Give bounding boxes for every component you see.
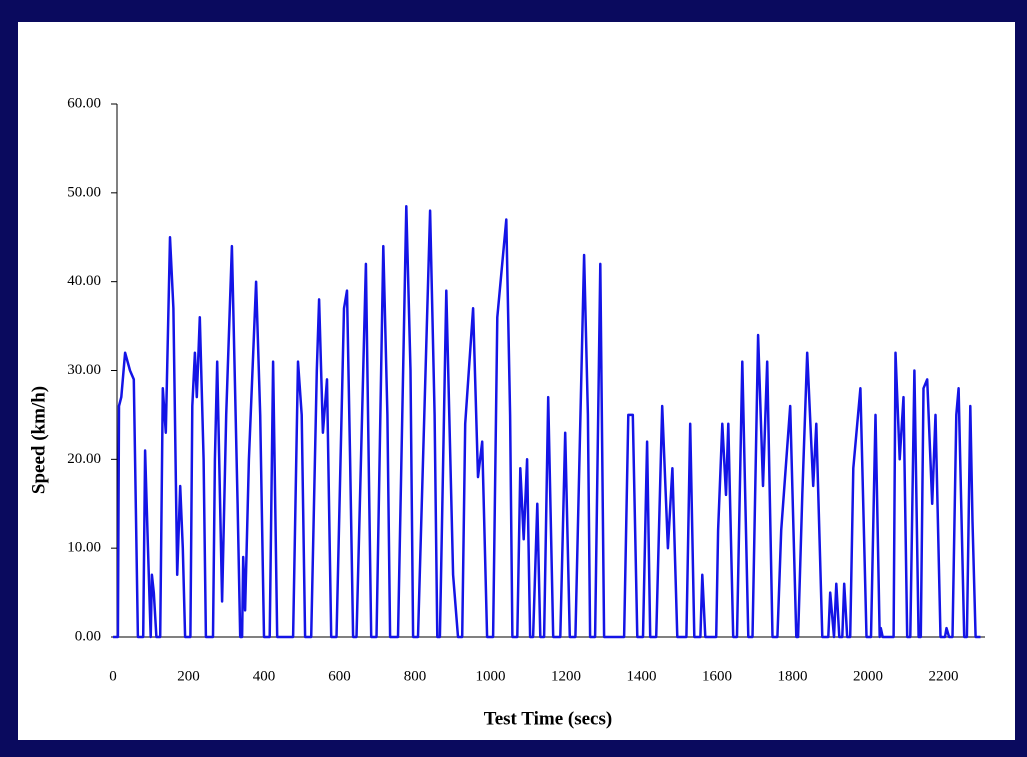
x-tick-label: 2000 xyxy=(853,668,883,684)
y-tick-label: 30.00 xyxy=(67,362,101,378)
x-tick-label: 400 xyxy=(253,668,276,684)
x-tick-label: 1800 xyxy=(777,668,807,684)
y-tick-label: 60.00 xyxy=(67,95,101,111)
y-tick-label: 10.00 xyxy=(67,540,101,556)
x-tick-label: 1200 xyxy=(551,668,581,684)
y-tick-label: 20.00 xyxy=(67,451,101,467)
x-tick-label: 2200 xyxy=(928,668,958,684)
x-tick-label: 0 xyxy=(109,668,117,684)
speed-line xyxy=(113,204,981,639)
x-tick-label: 600 xyxy=(328,668,351,684)
x-tick-label: 1000 xyxy=(475,668,505,684)
y-tick-label: 50.00 xyxy=(67,184,101,200)
x-tick-label: 800 xyxy=(404,668,427,684)
y-axis-label: Speed (km/h) xyxy=(28,386,49,494)
x-tick-label: 1600 xyxy=(702,668,732,684)
x-tick-label: 200 xyxy=(177,668,200,684)
x-tick-label: 1400 xyxy=(626,668,656,684)
y-tick-label: 0.00 xyxy=(75,628,101,644)
x-axis-label: Test Time (secs) xyxy=(484,708,612,729)
y-tick-label: 40.00 xyxy=(67,273,101,289)
